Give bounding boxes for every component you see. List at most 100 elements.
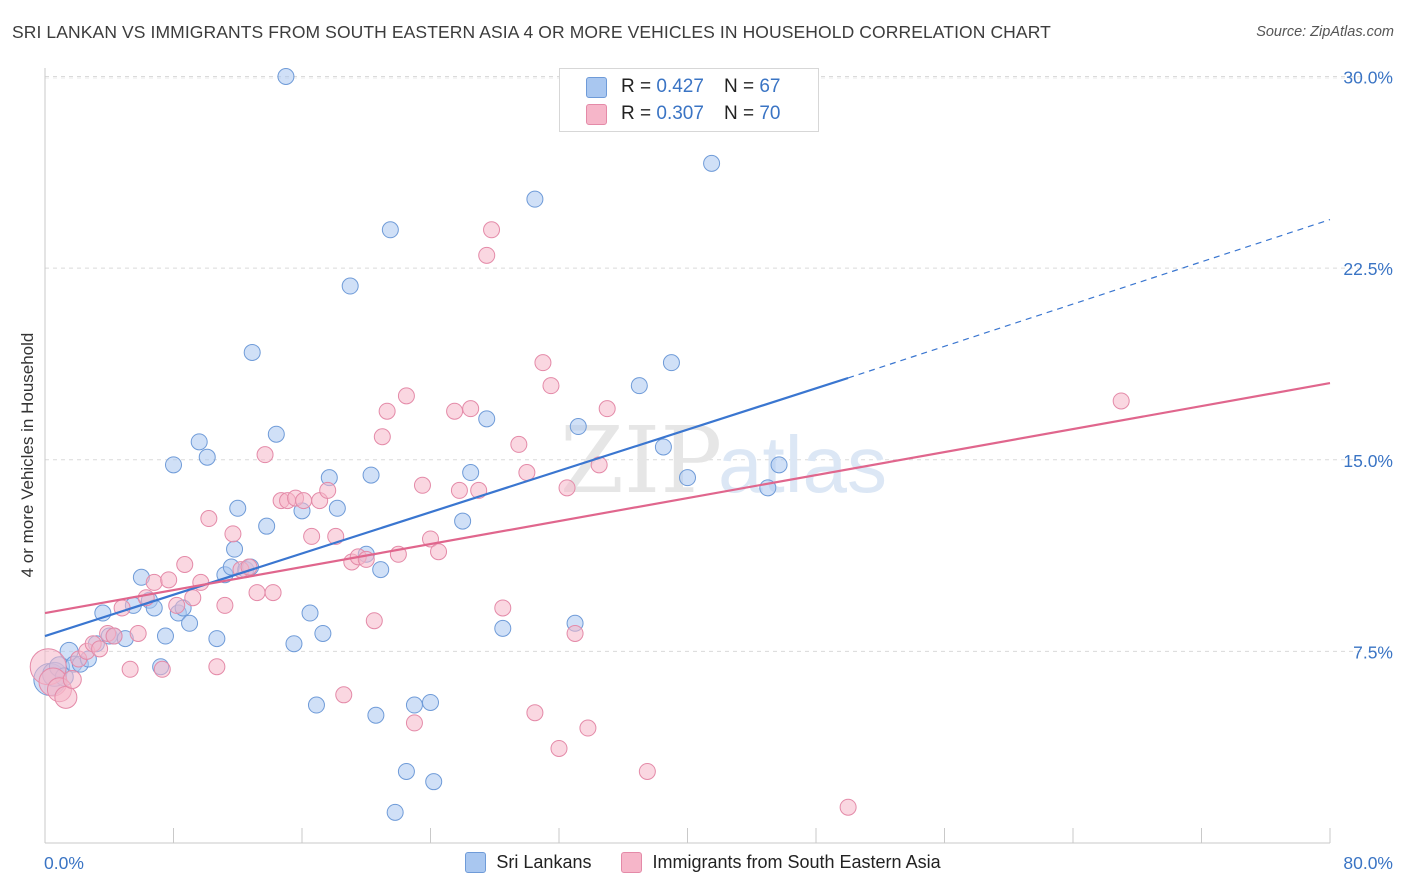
legend-item-immigrants: Immigrants from South Eastern Asia — [621, 852, 941, 873]
point-immigrants — [494, 599, 512, 617]
point-sri-lankans — [462, 464, 480, 482]
legend-r-label: R = — [621, 103, 652, 124]
point-immigrants — [216, 596, 234, 614]
point-sri-lankans — [454, 512, 472, 530]
axes — [44, 68, 1331, 844]
legend-r-label: R = — [621, 76, 652, 97]
point-sri-lankans — [654, 438, 672, 456]
point-immigrants — [413, 476, 431, 494]
point-immigrants — [295, 492, 313, 510]
y-tick-label: 22.5% — [1343, 259, 1393, 279]
point-sri-lankans — [372, 561, 390, 579]
legend-swatch-blue — [586, 76, 607, 98]
point-sri-lankans — [526, 190, 544, 208]
point-immigrants — [145, 573, 163, 591]
legend-swatch-pink — [586, 103, 607, 125]
point-immigrants — [160, 571, 178, 589]
point-immigrants — [365, 612, 383, 630]
point-sri-lankans — [478, 410, 496, 428]
point-immigrants — [550, 739, 568, 757]
point-sri-lankans — [229, 499, 247, 517]
point-immigrants — [335, 686, 353, 704]
chart-title: SRI LANKAN VS IMMIGRANTS FROM SOUTH EAST… — [12, 22, 1051, 42]
point-sri-lankans — [405, 696, 423, 714]
point-immigrants — [638, 762, 656, 780]
point-sri-lankans — [367, 706, 385, 724]
legend-n-value: 70 — [759, 103, 781, 124]
point-immigrants — [373, 428, 391, 446]
point-immigrants — [224, 525, 242, 543]
trend-line-immigrants — [44, 382, 1331, 615]
point-sri-lankans — [156, 627, 174, 645]
point-immigrants — [518, 464, 536, 482]
point-immigrants — [839, 798, 857, 816]
point-sri-lankans — [314, 624, 332, 642]
point-immigrants — [54, 685, 78, 709]
point-immigrants — [526, 704, 544, 722]
point-sri-lankans — [770, 456, 788, 474]
point-immigrants — [1112, 392, 1130, 410]
x-tick-label-min: 0.0% — [44, 853, 84, 873]
point-immigrants — [256, 446, 274, 464]
point-sri-lankans — [662, 354, 680, 372]
point-sri-lankans — [190, 433, 208, 451]
point-sri-lankans — [679, 469, 696, 487]
point-immigrants — [462, 400, 480, 418]
point-immigrants — [105, 627, 123, 645]
trend-lines — [44, 219, 1331, 638]
point-immigrants — [446, 402, 464, 420]
point-immigrants — [200, 510, 218, 528]
legend-swatch-pink — [621, 852, 643, 873]
legend-r-value: 0.427 — [656, 76, 704, 97]
legend-n-label: N = — [723, 76, 755, 97]
point-immigrants — [129, 624, 147, 642]
point-sri-lankans — [381, 221, 399, 239]
watermark-atlas: atlas — [718, 420, 887, 509]
point-immigrants — [478, 246, 496, 264]
x-tick-label-max: 80.0% — [1343, 853, 1393, 873]
trend-extension-sri-lankans — [847, 219, 1331, 379]
point-sri-lankans — [243, 343, 261, 361]
legend-label: Sri Lankans — [496, 852, 592, 872]
point-immigrants — [397, 387, 415, 405]
y-tick-label: 30.0% — [1343, 68, 1393, 88]
point-immigrants — [483, 221, 501, 239]
legend-swatch-blue — [465, 852, 487, 873]
legend-n-value: 67 — [759, 76, 781, 97]
tick-labels: 7.5% 15.0% 22.5% 30.0% 0.0% 80.0% — [44, 68, 1393, 874]
point-immigrants — [91, 640, 109, 658]
point-sri-lankans — [422, 693, 439, 711]
point-immigrants — [430, 543, 448, 561]
scatter-points — [29, 68, 1130, 821]
legend-row-sri-lankans: R = 0.427 N = 67 — [586, 75, 780, 99]
point-immigrants — [168, 596, 186, 614]
point-immigrants — [248, 584, 266, 602]
point-sri-lankans — [277, 68, 295, 85]
point-sri-lankans — [425, 773, 443, 791]
point-immigrants — [319, 481, 337, 499]
point-sri-lankans — [397, 762, 415, 780]
watermark: ZIP atlas — [560, 407, 887, 514]
point-sri-lankans — [328, 499, 346, 517]
point-sri-lankans — [386, 803, 404, 821]
point-sri-lankans — [630, 377, 648, 395]
point-immigrants — [566, 624, 584, 642]
point-sri-lankans — [362, 466, 380, 484]
point-sri-lankans — [703, 154, 721, 172]
point-sri-lankans — [494, 619, 512, 637]
point-sri-lankans — [341, 277, 359, 295]
point-immigrants — [176, 556, 194, 574]
legend-r-value: 0.307 — [656, 103, 704, 124]
point-sri-lankans — [258, 517, 276, 535]
point-immigrants — [558, 479, 576, 497]
point-sri-lankans — [301, 604, 319, 622]
y-tick-label: 7.5% — [1353, 642, 1393, 662]
point-sri-lankans — [198, 448, 216, 466]
point-immigrants — [208, 658, 226, 676]
point-immigrants — [378, 402, 396, 420]
point-immigrants — [542, 377, 560, 395]
point-sri-lankans — [569, 418, 587, 436]
legend-n-label: N = — [723, 103, 755, 124]
point-immigrants — [405, 714, 423, 732]
point-sri-lankans — [267, 425, 285, 443]
